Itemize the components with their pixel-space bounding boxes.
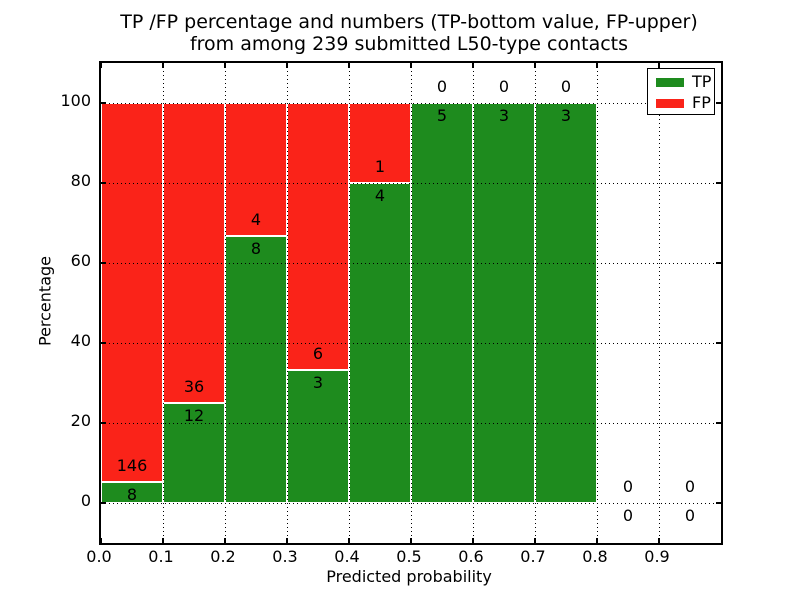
tick-mark-top xyxy=(472,63,474,68)
fp-count-label: 0 xyxy=(498,77,510,96)
fp-count-label: 0 xyxy=(560,77,572,96)
x-tick-label: 0.0 xyxy=(86,547,112,566)
y-tick-label: 40 xyxy=(70,331,91,350)
bar-tp-segment xyxy=(287,369,349,503)
fp-count-label: 4 xyxy=(250,210,262,230)
bar-tp-segment xyxy=(411,103,473,503)
gridline-x xyxy=(286,63,288,543)
tick-mark-left xyxy=(101,502,106,504)
tp-count-label: 8 xyxy=(126,485,138,505)
fp-count-label: 0 xyxy=(436,77,448,96)
tick-mark-bottom xyxy=(410,538,412,543)
tp-count-label: 3 xyxy=(560,106,572,125)
tick-mark-right xyxy=(716,262,721,264)
x-tick-label: 0.3 xyxy=(272,547,298,566)
bar-tp-segment xyxy=(163,403,225,503)
legend-swatch-fp xyxy=(656,98,684,108)
gridline-x xyxy=(162,63,164,543)
tick-mark-right xyxy=(716,342,721,344)
tp-count-label: 0 xyxy=(684,506,696,525)
tick-mark-top xyxy=(162,63,164,68)
gridline-x xyxy=(596,63,598,543)
tp-count-label: 0 xyxy=(622,506,634,525)
legend-swatch-tp xyxy=(656,77,684,87)
x-tick-label: 0.5 xyxy=(396,547,422,566)
fp-count-label: 0 xyxy=(684,477,696,496)
bar-fp-segment xyxy=(101,103,163,483)
tick-mark-right xyxy=(716,502,721,504)
y-tick-label: 20 xyxy=(70,411,91,430)
chart-title-line2: from among 239 submitted L50-type contac… xyxy=(189,33,629,55)
fp-count-label: 1 xyxy=(374,157,386,176)
bar-tp-segment xyxy=(225,236,287,503)
x-tick-label: 0.1 xyxy=(148,547,174,566)
gridline-x xyxy=(658,63,660,543)
fp-count-label: 146 xyxy=(116,456,148,476)
tick-mark-bottom xyxy=(534,538,536,543)
tick-mark-top xyxy=(596,63,598,68)
y-tick-label: 100 xyxy=(60,91,91,110)
bar-tp-segment xyxy=(473,103,535,503)
tick-mark-bottom xyxy=(162,538,164,543)
tick-mark-bottom xyxy=(348,538,350,543)
plot-area: 146 8 36 12 4 8 6 3 1 4 0 5 0 3 0 3 0 0 0 0 TP FP xyxy=(99,61,723,545)
tp-count-label: 12 xyxy=(183,406,205,425)
x-tick-label: 0.4 xyxy=(334,547,360,566)
bar-tp-segment xyxy=(535,103,597,503)
tick-mark-top xyxy=(534,63,536,68)
tick-mark-bottom xyxy=(596,538,598,543)
gridline-x xyxy=(224,63,226,543)
tick-mark-right xyxy=(716,102,721,104)
tp-count-label: 3 xyxy=(312,372,324,392)
fp-count-label: 6 xyxy=(312,343,324,363)
bar-fp-segment xyxy=(287,103,349,370)
tp-count-label: 4 xyxy=(374,186,386,205)
tick-mark-bottom xyxy=(100,538,102,543)
tp-count-label: 8 xyxy=(250,239,262,259)
gridline-x xyxy=(472,63,474,543)
tick-mark-top xyxy=(100,63,102,68)
tp-count-label: 5 xyxy=(436,106,448,125)
tick-mark-top xyxy=(224,63,226,68)
y-tick-label: 0 xyxy=(80,491,91,510)
y-tick-label: 60 xyxy=(70,251,91,270)
legend: TP FP xyxy=(647,68,715,115)
gridline-x xyxy=(534,63,536,543)
legend-label-fp: FP xyxy=(692,93,711,112)
tick-mark-left xyxy=(101,102,106,104)
chart-title-line1: TP /FP percentage and numbers (TP-bottom… xyxy=(120,11,698,33)
x-tick-label: 0.6 xyxy=(458,547,484,566)
fp-count-label: 0 xyxy=(622,477,634,496)
bar-fp-segment xyxy=(225,103,287,237)
x-tick-label: 0.8 xyxy=(582,547,608,566)
tick-mark-bottom xyxy=(472,538,474,543)
tick-mark-left xyxy=(101,182,106,184)
tick-mark-left xyxy=(101,342,106,344)
tick-mark-top xyxy=(286,63,288,68)
tick-mark-right xyxy=(716,422,721,424)
y-tick-label: 80 xyxy=(70,171,91,190)
x-tick-label: 0.7 xyxy=(520,547,546,566)
legend-label-tp: TP xyxy=(692,72,712,91)
tick-mark-bottom xyxy=(286,538,288,543)
tick-mark-right xyxy=(716,182,721,184)
tick-mark-top xyxy=(658,63,660,68)
tick-mark-left xyxy=(101,262,106,264)
tick-mark-left xyxy=(101,422,106,424)
x-tick-label: 0.2 xyxy=(210,547,236,566)
fp-count-label: 36 xyxy=(183,377,205,396)
x-tick-label: 0.9 xyxy=(644,547,670,566)
gridline-x xyxy=(348,63,350,543)
gridline-x xyxy=(410,63,412,543)
bar-fp-segment xyxy=(349,103,411,183)
tick-mark-top xyxy=(410,63,412,68)
tick-mark-top xyxy=(348,63,350,68)
tick-mark-bottom xyxy=(224,538,226,543)
tp-count-label: 3 xyxy=(498,106,510,125)
tick-mark-bottom xyxy=(658,538,660,543)
bar-fp-segment xyxy=(163,103,225,403)
x-axis-label: Predicted probability xyxy=(326,567,492,586)
